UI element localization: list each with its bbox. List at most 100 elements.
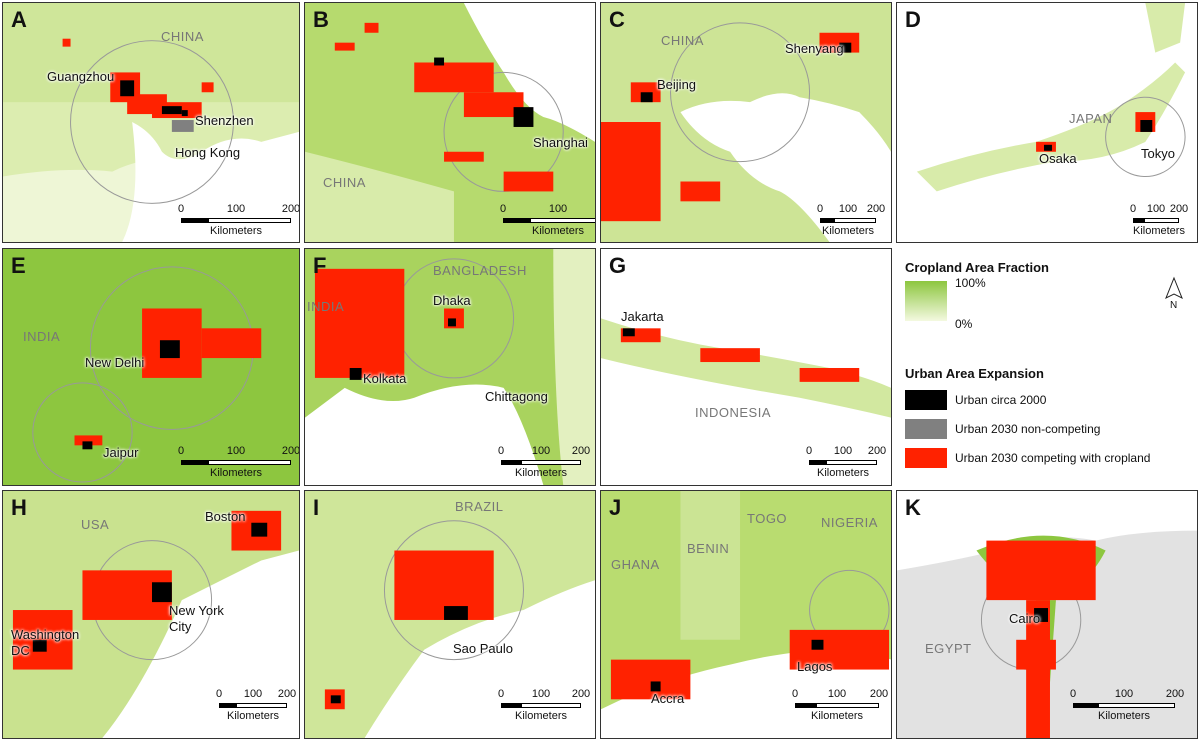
country-label: INDONESIA: [695, 405, 772, 420]
scale-bar: 0 100 200 Kilometers: [805, 445, 886, 485]
scale-tick: 0: [1129, 203, 1137, 215]
scale-tick: 100: [833, 445, 853, 457]
scale-tick: 200: [867, 445, 887, 457]
city-label: Cairo: [1009, 611, 1041, 626]
scale-tick: 100: [548, 203, 568, 215]
scale-unit: Kilometers: [515, 467, 567, 479]
panel-letter-f: F: [313, 253, 327, 278]
panel-letter-i: I: [313, 495, 320, 520]
north-arrow-icon: N: [1163, 276, 1185, 316]
panel-letter-h: H: [11, 495, 27, 520]
scale-tick: 0: [816, 203, 824, 215]
city-label: Kolkata: [363, 371, 407, 386]
city-label: Chittagong: [485, 389, 548, 404]
scale-unit: Kilometers: [822, 225, 874, 237]
scale-tick: 200: [571, 445, 591, 457]
city-label: Tokyo: [1141, 146, 1175, 161]
country-label: EGYPT: [925, 641, 972, 656]
city-label: Osaka: [1039, 151, 1077, 166]
city-label: Dhaka: [433, 293, 471, 308]
scale-tick: 0: [499, 203, 507, 215]
scale-tick: 100: [827, 688, 847, 700]
map-panel-g: G INDONESIA Jakarta 0 100 200 Kilometers: [600, 248, 892, 486]
swatch-urban-2030-competing: [905, 448, 947, 468]
country-label: BRAZIL: [455, 499, 504, 514]
scale-unit: Kilometers: [515, 710, 567, 722]
map-e-canvas: [3, 249, 299, 485]
scale-tick: 0: [791, 688, 799, 700]
scale-tick: 100: [1146, 203, 1166, 215]
city-label: Lagos: [797, 659, 833, 674]
scale-tick: 0: [805, 445, 813, 457]
legend-cropland-high: 100%: [955, 276, 986, 290]
city-label: Shenzhen: [195, 113, 254, 128]
scale-tick: 100: [226, 203, 246, 215]
scale-tick: 100: [243, 688, 263, 700]
scale-tick: 200: [571, 688, 591, 700]
map-panel-f: F BANGLADESH INDIA Dhaka Kolkata Chittag…: [304, 248, 596, 486]
scale-tick: 200: [281, 445, 300, 457]
map-a-canvas: [3, 3, 299, 242]
country-label: JAPAN: [1069, 111, 1113, 126]
scale-bar: 0 100 200 Kilometers: [497, 445, 590, 485]
scale-tick: 100: [531, 445, 551, 457]
scale-tick: 200: [869, 688, 889, 700]
scale-unit: Kilometers: [817, 467, 869, 479]
country-label: NIGERIA: [821, 515, 878, 530]
north-label: N: [1170, 300, 1178, 311]
scale-tick: 200: [281, 203, 300, 215]
map-b-canvas: [305, 3, 595, 242]
panel-letter-c: C: [609, 7, 625, 32]
map-h-canvas: [3, 491, 299, 738]
legend-urban-2030-noncompeting: Urban 2030 non-competing: [955, 422, 1101, 436]
scale-unit: Kilometers: [811, 710, 863, 722]
scale-tick: 100: [226, 445, 246, 457]
map-d-canvas: [897, 3, 1197, 242]
city-label: Washington: [11, 627, 80, 642]
scale-tick: 100: [1114, 688, 1134, 700]
panel-letter-j: J: [609, 495, 622, 520]
country-label: INDIA: [307, 299, 345, 314]
map-panel-k: K EGYPT Cairo 0 100 200 Kilometers: [896, 490, 1198, 739]
scale-tick: 200: [1165, 688, 1185, 700]
map-panel-a: A CHINA Guangzhou Shenzhen Hong Kong 0 10…: [2, 2, 300, 243]
city-label: Hong Kong: [175, 145, 241, 160]
legend-cropland-title: Cropland Area Fraction: [905, 260, 1049, 275]
scale-tick: 0: [1069, 688, 1077, 700]
scale-tick: 100: [531, 688, 551, 700]
swatch-urban-2030-noncompeting: [905, 419, 947, 439]
panel-letter-b: B: [313, 7, 329, 32]
map-panel-h: H USA Boston New York City Washington DC…: [2, 490, 300, 739]
country-label: CHINA: [661, 33, 704, 48]
scale-bar: 0 100 200 Kilometers: [177, 203, 299, 242]
city-label: Guangzhou: [47, 69, 115, 84]
city-label: Jaipur: [103, 445, 139, 460]
swatch-urban-2000: [905, 390, 947, 410]
scale-tick: 0: [497, 445, 505, 457]
scale-tick: 0: [497, 688, 505, 700]
scale-tick: 0: [177, 445, 185, 457]
map-i-canvas: [305, 491, 595, 738]
panel-letter-e: E: [11, 253, 26, 278]
panel-letter-k: K: [905, 495, 921, 520]
legend-urban-2030-competing: Urban 2030 competing with cropland: [955, 451, 1151, 465]
scale-unit: Kilometers: [210, 225, 262, 237]
city-label: City: [169, 619, 192, 634]
map-panel-d: D JAPAN Osaka Tokyo 0 100 200 Kilometers: [896, 2, 1198, 243]
scale-tick: 200: [866, 203, 886, 215]
country-label: BENIN: [687, 541, 730, 556]
panel-letter-a: A: [11, 7, 27, 32]
scale-bar: 0 100 200 Kilometers: [497, 688, 590, 728]
country-label: USA: [81, 517, 110, 532]
city-label: Jakarta: [621, 309, 664, 324]
scale-tick: 0: [177, 203, 185, 215]
country-label: TOGO: [747, 511, 788, 526]
scale-tick: 100: [838, 203, 858, 215]
scale-unit: Kilometers: [227, 710, 279, 722]
scale-tick: 0: [215, 688, 223, 700]
